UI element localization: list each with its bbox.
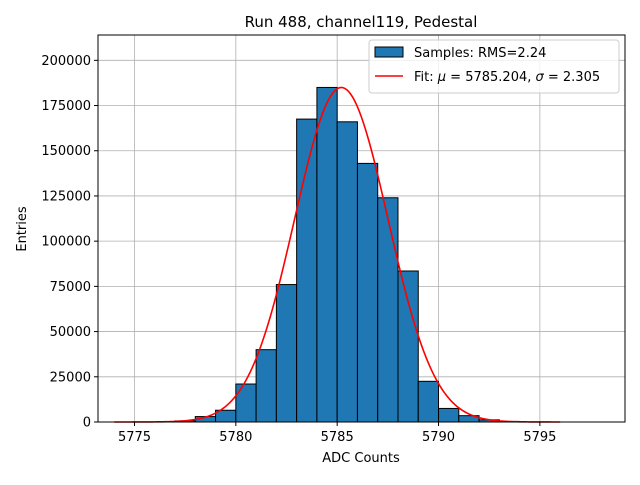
y-tick-label: 75000 [50,280,91,295]
y-tick-label: 125000 [41,189,91,204]
axis-ticks: 5775 5780 5785 5790 5795 0 25000 50000 75000 1000… [41,54,556,445]
fit-curve-group [114,86,561,423]
legend-label-fit: Fit: μ = 5785.204, σ = 2.305 [414,70,600,85]
chart-title: Run 488, channel119, Pedestal [245,13,478,31]
legend-label-samples: Samples: RMS=2.24 [414,46,546,61]
y-tick-label: 0 [83,416,91,431]
y-tick-label: 25000 [50,370,91,385]
legend-box [368,39,620,94]
legend: Samples: RMS=2.24 Fit: μ = 5785.204, σ =… [368,39,620,94]
y-tick-label: 50000 [50,325,91,340]
x-axis-label: ADC Counts [322,451,400,466]
fit-curve [114,86,561,423]
histogram-bars [174,86,521,423]
histogram-bar [336,121,358,423]
histogram-bar [255,349,277,423]
y-tick-label: 150000 [41,144,91,159]
histogram-bar [397,270,419,423]
y-tick-label: 100000 [41,235,91,250]
histogram-bar [377,197,399,423]
y-tick-label: 175000 [41,99,91,114]
legend-swatch-samples [374,46,404,58]
histogram-bar [235,383,257,423]
histogram-bar [275,284,298,423]
y-axis-label: Entries [15,206,30,252]
x-tick-label: 5775 [118,430,151,445]
x-tick-label: 5780 [219,430,252,445]
x-tick-label: 5795 [523,430,556,445]
plot-frame [97,34,626,423]
y-tick-label: 200000 [41,54,91,69]
x-tick-label: 5790 [422,430,455,445]
histogram-bar [356,162,379,423]
histogram-bar [316,86,338,423]
x-tick-label: 5785 [321,430,354,445]
histogram-bar [417,380,440,423]
histogram-bar [438,407,460,423]
